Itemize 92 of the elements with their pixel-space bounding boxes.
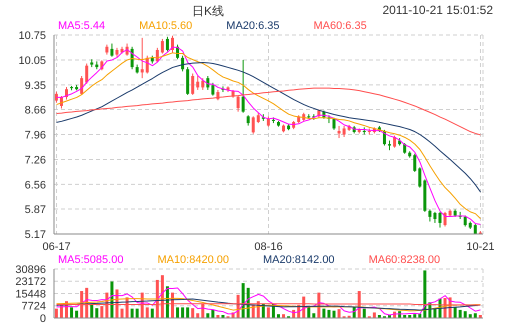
y-tick-label: 10.05 [18, 54, 46, 67]
candlestick [438, 211, 442, 228]
line-series [56, 288, 481, 316]
candlestick [256, 112, 260, 124]
candlestick [246, 114, 250, 126]
text: MA60:8238.00 [368, 254, 440, 268]
candlestick [105, 44, 108, 56]
y-tick-label: 15448 [15, 288, 46, 300]
bar [176, 307, 180, 318]
y-tick-label: 30896 [15, 264, 46, 276]
y-tick-label: 10.75 [18, 30, 46, 42]
text: MA60:6.35 [314, 20, 367, 34]
bar [276, 314, 280, 318]
candlestick [418, 166, 422, 188]
x-tick-label: 08-16 [254, 240, 283, 253]
text: 2011-10-21 15:01:52 [382, 3, 493, 17]
bar [191, 308, 194, 318]
y-tick-label: 23172 [15, 276, 46, 288]
candlestick [236, 95, 240, 112]
text: MA20:6.35 [226, 20, 280, 34]
bar [54, 308, 58, 318]
bar [136, 308, 139, 318]
bar [413, 314, 416, 318]
bar [211, 310, 214, 318]
candlestick [242, 59, 245, 114]
text: MA10:8420.00 [157, 254, 229, 268]
text: MA5:5.44 [58, 20, 106, 34]
bar [282, 314, 286, 318]
bar [454, 307, 457, 318]
bar [474, 313, 477, 318]
bar [322, 308, 326, 318]
text: MA5:5085.00 [58, 254, 124, 268]
bar [464, 311, 467, 318]
candlestick [170, 35, 174, 53]
y-tick-label: 7.26 [24, 154, 46, 166]
candlestick [252, 116, 255, 134]
candlestick [428, 208, 432, 222]
candlestick [191, 73, 194, 96]
bar [332, 310, 336, 318]
line-series [56, 88, 481, 136]
y-tick-label: 9.35 [24, 80, 46, 92]
bar [338, 309, 341, 318]
candlestick [433, 211, 436, 224]
candlestick [338, 125, 341, 139]
candlestick [393, 135, 396, 148]
bar [206, 313, 210, 318]
candlestick [342, 125, 346, 138]
candlestick [140, 37, 144, 79]
bar [458, 310, 462, 318]
bar [146, 307, 149, 318]
candlestick [211, 82, 214, 96]
bar [90, 304, 94, 318]
candlestick [206, 76, 210, 90]
candlestick [332, 117, 336, 130]
bar [130, 308, 134, 318]
candlestick [110, 43, 114, 58]
bar [181, 307, 184, 318]
bar [120, 308, 124, 318]
bar [266, 307, 270, 318]
candlestick [166, 36, 169, 52]
candlestick [201, 78, 204, 90]
candlestick [160, 38, 164, 54]
bar [150, 308, 154, 318]
chart-title: 日K线 [192, 3, 224, 20]
y-tick-label: 5.87 [24, 204, 46, 216]
text: MA10:5.60 [139, 20, 192, 34]
y-tick-label: 0 [40, 312, 46, 325]
bar [186, 307, 190, 318]
bar [468, 314, 472, 318]
y-tick-label: 6.56 [24, 179, 46, 192]
candlestick [85, 63, 88, 84]
bar [372, 312, 376, 318]
text: MA20:8142.00 [263, 254, 335, 268]
x-tick-label: 10-21 [466, 240, 495, 253]
candlestick [388, 140, 392, 151]
candlestick [266, 116, 270, 128]
bar [196, 313, 200, 318]
bar [312, 313, 316, 318]
y-tick-label: 7.96 [24, 129, 46, 142]
candlestick [413, 153, 416, 172]
bar [95, 308, 98, 318]
candlestick [464, 214, 467, 228]
bar [327, 310, 330, 318]
y-tick-label: 5.17 [24, 228, 46, 241]
y-tick-label: 8.66 [24, 104, 46, 116]
bar [75, 310, 78, 318]
candlestick [196, 76, 200, 90]
x-tick-label: 06-17 [42, 240, 71, 253]
candlestick [80, 76, 84, 96]
y-tick-label: 7724 [22, 300, 46, 313]
bar [362, 308, 366, 318]
bar [70, 307, 74, 318]
